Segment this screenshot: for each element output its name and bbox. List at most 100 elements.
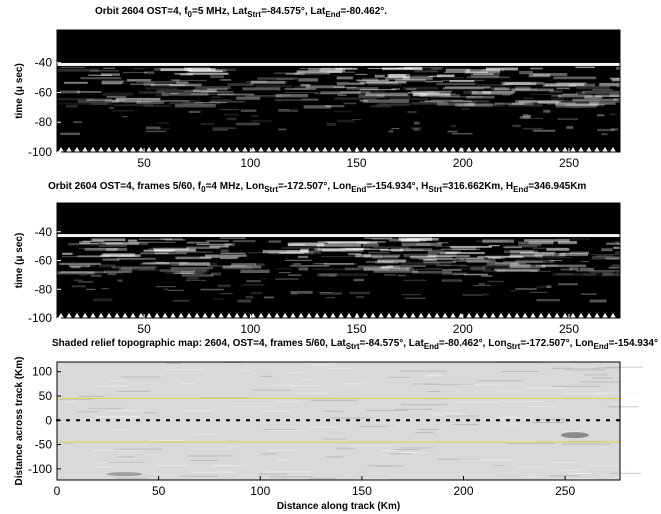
x-tick-label: 250 — [559, 156, 579, 170]
frame-marker — [282, 313, 288, 318]
frame-marker — [122, 313, 128, 318]
radargram-texture — [471, 90, 516, 94]
radargram-texture — [101, 80, 124, 84]
radargram-texture — [609, 77, 627, 80]
radargram-texture — [107, 273, 117, 276]
radargram-texture — [199, 256, 239, 259]
radargram-texture — [294, 86, 310, 90]
relief-texture — [506, 440, 537, 442]
radargram-texture — [427, 255, 470, 258]
relief-texture — [563, 431, 580, 433]
relief-texture — [269, 429, 305, 431]
radargram-texture — [536, 298, 561, 302]
radargram-texture — [403, 279, 427, 281]
plot-frame — [56, 361, 621, 481]
radargram-texture — [557, 240, 577, 245]
radargram-texture — [557, 118, 578, 120]
frame-marker — [402, 147, 408, 152]
radargram-texture — [402, 76, 433, 80]
radargram-texture — [481, 275, 493, 277]
relief-texture — [308, 426, 342, 428]
radargram-texture — [387, 76, 410, 79]
radargram-texture — [90, 103, 108, 105]
radargram-texture — [65, 105, 78, 108]
radargram-texture — [71, 285, 86, 288]
frame-marker — [426, 147, 432, 152]
radargram-texture — [576, 269, 622, 272]
frame-marker — [442, 147, 448, 152]
radargram-texture — [62, 255, 102, 258]
radargram-texture — [487, 280, 505, 283]
x-tick-label: 150 — [347, 156, 367, 170]
radargram-texture — [373, 246, 410, 248]
frame-marker — [554, 313, 560, 318]
radargram-texture — [320, 292, 343, 295]
frame-marker — [434, 147, 440, 152]
relief-texture — [189, 460, 219, 462]
radargram-texture — [84, 248, 128, 251]
radargram-background — [57, 203, 620, 318]
radargram-texture — [459, 265, 488, 267]
radargram-texture — [606, 242, 624, 245]
title-part: =4 MHz, Lon — [206, 181, 265, 192]
radargram-texture — [367, 67, 413, 69]
radargram-texture — [101, 288, 109, 290]
radargram-texture — [57, 271, 95, 275]
radargram-texture — [357, 265, 393, 268]
radargram-texture — [483, 86, 506, 90]
frame-marker — [210, 147, 216, 152]
radargram-texture — [105, 242, 139, 245]
radargram-texture — [275, 268, 292, 270]
radargram-texture — [186, 241, 210, 244]
relief-texture — [579, 381, 621, 383]
radargram-texture — [245, 95, 283, 98]
relief-texture — [76, 411, 99, 413]
radargram-texture — [121, 80, 137, 82]
radargram-texture — [425, 267, 442, 270]
y-axis-label: Distance across track (Km) — [14, 357, 25, 486]
radargram-texture — [375, 104, 411, 107]
frame-marker — [370, 313, 376, 318]
radargram-texture — [187, 68, 216, 71]
frame-marker — [530, 147, 536, 152]
title-subscript: Strt — [247, 10, 261, 19]
relief-texture — [591, 377, 614, 379]
radargram-texture — [425, 258, 465, 261]
radargram-texture — [546, 285, 552, 288]
frame-marker — [170, 313, 176, 318]
radargram-texture — [82, 240, 105, 243]
radargram-texture — [522, 114, 529, 116]
radargram-texture — [519, 251, 556, 254]
x-tick-label: 0 — [54, 484, 61, 498]
radargram-texture — [290, 292, 298, 296]
radargram-texture — [490, 104, 497, 106]
radargram-texture — [140, 252, 187, 255]
radargram-texture — [298, 78, 319, 82]
radargram-texture — [594, 94, 625, 97]
radargram-texture — [388, 130, 394, 133]
frame-marker — [186, 147, 192, 152]
radargram-texture — [568, 267, 588, 269]
relief-texture — [261, 453, 276, 455]
frame-marker — [570, 313, 576, 318]
radargram-texture — [118, 268, 133, 272]
frame-marker — [578, 147, 584, 152]
frame-marker — [298, 147, 304, 152]
radargram-texture — [377, 259, 407, 263]
relief-texture — [108, 380, 126, 382]
radargram-texture — [261, 278, 266, 280]
radargram-texture — [429, 96, 476, 98]
x-tick-label: 200 — [453, 484, 473, 498]
radargram-texture — [314, 248, 360, 251]
radargram-texture — [219, 292, 233, 295]
frame-marker — [394, 313, 400, 318]
relief-texture — [310, 478, 337, 480]
radargram-texture — [57, 98, 95, 101]
radargram-texture — [561, 252, 590, 254]
relief-texture — [494, 362, 544, 364]
radargram-texture — [172, 262, 218, 266]
radargram-texture — [278, 271, 291, 274]
title-part: =-80.462°, Lon — [439, 338, 507, 349]
relief-texture — [263, 429, 298, 431]
